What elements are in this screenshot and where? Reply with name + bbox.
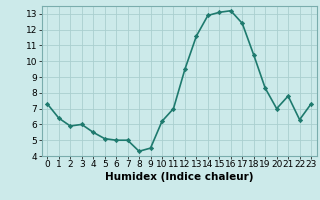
- X-axis label: Humidex (Indice chaleur): Humidex (Indice chaleur): [105, 172, 253, 182]
